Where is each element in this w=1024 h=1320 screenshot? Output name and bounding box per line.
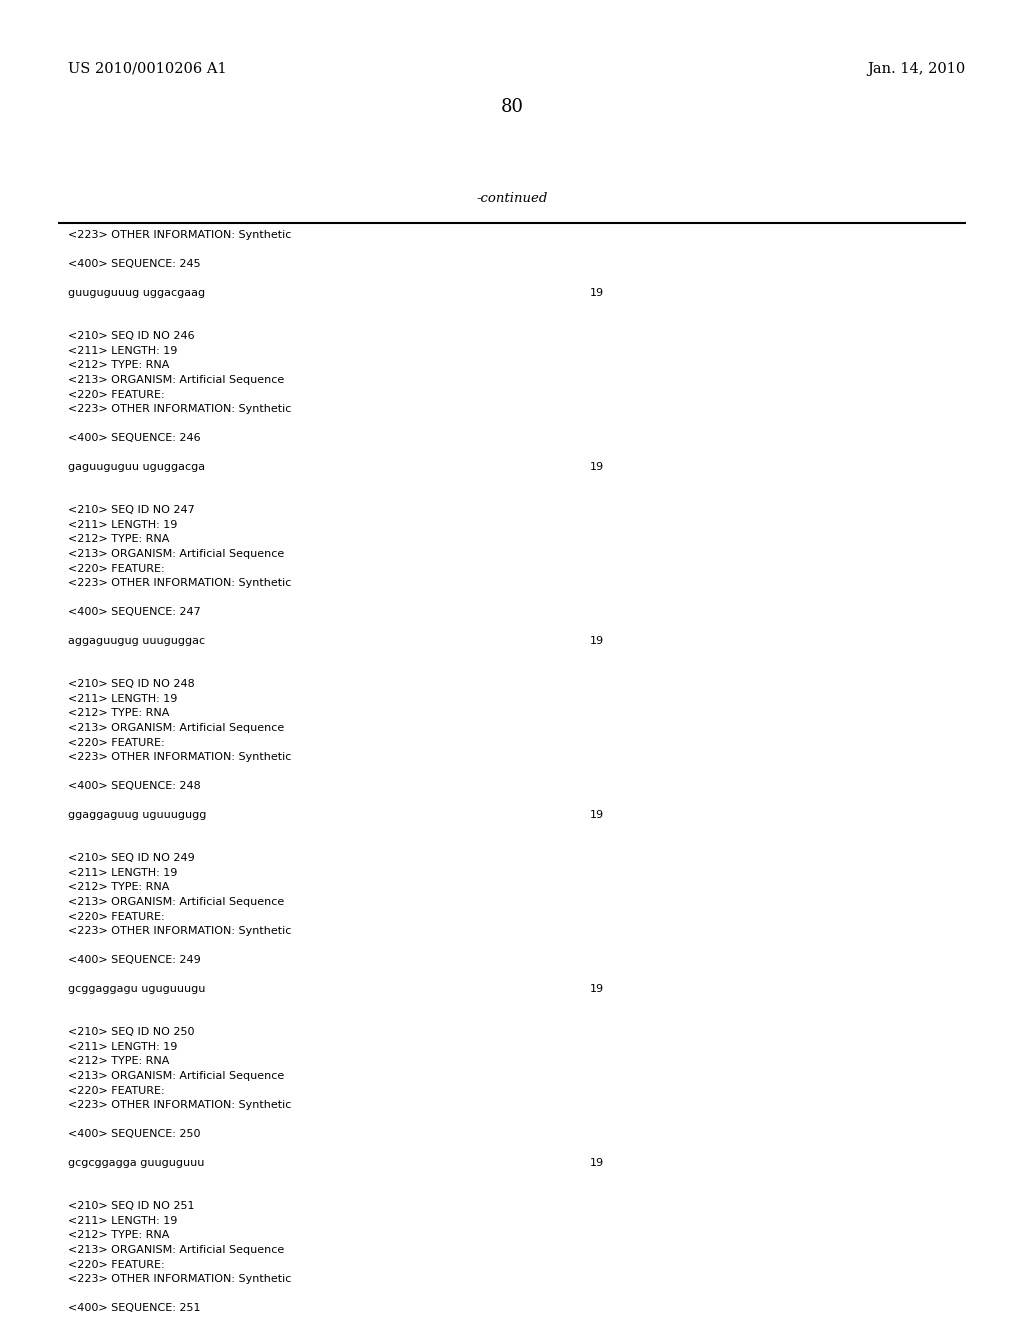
- Text: Jan. 14, 2010: Jan. 14, 2010: [867, 62, 966, 77]
- Text: <210> SEQ ID NO 247: <210> SEQ ID NO 247: [68, 506, 195, 516]
- Text: <213> ORGANISM: Artificial Sequence: <213> ORGANISM: Artificial Sequence: [68, 1071, 285, 1081]
- Text: 19: 19: [590, 288, 604, 298]
- Text: <400> SEQUENCE: 249: <400> SEQUENCE: 249: [68, 954, 201, 965]
- Text: <210> SEQ ID NO 246: <210> SEQ ID NO 246: [68, 331, 195, 342]
- Text: <210> SEQ ID NO 249: <210> SEQ ID NO 249: [68, 854, 195, 863]
- Text: <220> FEATURE:: <220> FEATURE:: [68, 912, 165, 921]
- Text: <400> SEQUENCE: 250: <400> SEQUENCE: 250: [68, 1129, 201, 1139]
- Text: <220> FEATURE:: <220> FEATURE:: [68, 738, 165, 747]
- Text: <223> OTHER INFORMATION: Synthetic: <223> OTHER INFORMATION: Synthetic: [68, 578, 292, 587]
- Text: <220> FEATURE:: <220> FEATURE:: [68, 1085, 165, 1096]
- Text: <223> OTHER INFORMATION: Synthetic: <223> OTHER INFORMATION: Synthetic: [68, 404, 292, 414]
- Text: <213> ORGANISM: Artificial Sequence: <213> ORGANISM: Artificial Sequence: [68, 549, 285, 558]
- Text: gcgcggagga guuguguuu: gcgcggagga guuguguuu: [68, 1158, 205, 1168]
- Text: <212> TYPE: RNA: <212> TYPE: RNA: [68, 709, 169, 718]
- Text: <213> ORGANISM: Artificial Sequence: <213> ORGANISM: Artificial Sequence: [68, 898, 285, 907]
- Text: <210> SEQ ID NO 248: <210> SEQ ID NO 248: [68, 680, 195, 689]
- Text: <210> SEQ ID NO 250: <210> SEQ ID NO 250: [68, 1027, 195, 1038]
- Text: <212> TYPE: RNA: <212> TYPE: RNA: [68, 360, 169, 371]
- Text: 19: 19: [590, 983, 604, 994]
- Text: <223> OTHER INFORMATION: Synthetic: <223> OTHER INFORMATION: Synthetic: [68, 1274, 292, 1284]
- Text: <400> SEQUENCE: 246: <400> SEQUENCE: 246: [68, 433, 201, 444]
- Text: gaguuguguu uguggacga: gaguuguguu uguggacga: [68, 462, 205, 473]
- Text: 19: 19: [590, 636, 604, 645]
- Text: <212> TYPE: RNA: <212> TYPE: RNA: [68, 535, 169, 544]
- Text: <211> LENGTH: 19: <211> LENGTH: 19: [68, 1041, 177, 1052]
- Text: <223> OTHER INFORMATION: Synthetic: <223> OTHER INFORMATION: Synthetic: [68, 230, 292, 240]
- Text: <213> ORGANISM: Artificial Sequence: <213> ORGANISM: Artificial Sequence: [68, 375, 285, 385]
- Text: <220> FEATURE:: <220> FEATURE:: [68, 1259, 165, 1270]
- Text: <211> LENGTH: 19: <211> LENGTH: 19: [68, 346, 177, 356]
- Text: <211> LENGTH: 19: <211> LENGTH: 19: [68, 869, 177, 878]
- Text: <212> TYPE: RNA: <212> TYPE: RNA: [68, 1056, 169, 1067]
- Text: <400> SEQUENCE: 247: <400> SEQUENCE: 247: [68, 607, 201, 616]
- Text: <400> SEQUENCE: 248: <400> SEQUENCE: 248: [68, 781, 201, 791]
- Text: guuguguuug uggacgaag: guuguguuug uggacgaag: [68, 288, 205, 298]
- Text: <213> ORGANISM: Artificial Sequence: <213> ORGANISM: Artificial Sequence: [68, 1245, 285, 1255]
- Text: aggaguugug uuuguggac: aggaguugug uuuguggac: [68, 636, 205, 645]
- Text: <212> TYPE: RNA: <212> TYPE: RNA: [68, 883, 169, 892]
- Text: -continued: -continued: [476, 191, 548, 205]
- Text: <400> SEQUENCE: 245: <400> SEQUENCE: 245: [68, 259, 201, 269]
- Text: <210> SEQ ID NO 251: <210> SEQ ID NO 251: [68, 1201, 195, 1212]
- Text: <220> FEATURE:: <220> FEATURE:: [68, 389, 165, 400]
- Text: <400> SEQUENCE: 251: <400> SEQUENCE: 251: [68, 1303, 201, 1313]
- Text: US 2010/0010206 A1: US 2010/0010206 A1: [68, 62, 226, 77]
- Text: 80: 80: [501, 98, 523, 116]
- Text: gcggaggagu uguguuugu: gcggaggagu uguguuugu: [68, 983, 206, 994]
- Text: 19: 19: [590, 1158, 604, 1168]
- Text: 19: 19: [590, 462, 604, 473]
- Text: <223> OTHER INFORMATION: Synthetic: <223> OTHER INFORMATION: Synthetic: [68, 752, 292, 762]
- Text: <213> ORGANISM: Artificial Sequence: <213> ORGANISM: Artificial Sequence: [68, 723, 285, 733]
- Text: <211> LENGTH: 19: <211> LENGTH: 19: [68, 694, 177, 704]
- Text: <223> OTHER INFORMATION: Synthetic: <223> OTHER INFORMATION: Synthetic: [68, 1100, 292, 1110]
- Text: <212> TYPE: RNA: <212> TYPE: RNA: [68, 1230, 169, 1241]
- Text: <223> OTHER INFORMATION: Synthetic: <223> OTHER INFORMATION: Synthetic: [68, 927, 292, 936]
- Text: <220> FEATURE:: <220> FEATURE:: [68, 564, 165, 573]
- Text: ggaggaguug uguuugugg: ggaggaguug uguuugugg: [68, 810, 207, 820]
- Text: <211> LENGTH: 19: <211> LENGTH: 19: [68, 520, 177, 531]
- Text: 19: 19: [590, 810, 604, 820]
- Text: <211> LENGTH: 19: <211> LENGTH: 19: [68, 1216, 177, 1226]
